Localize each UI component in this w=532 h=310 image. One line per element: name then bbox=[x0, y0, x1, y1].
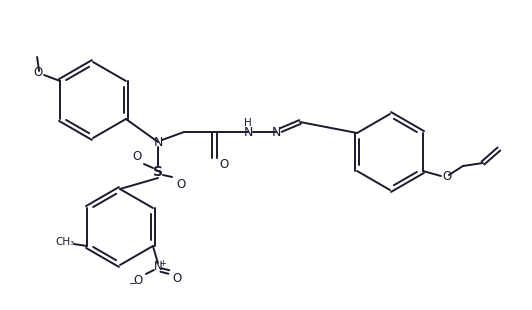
Text: N: N bbox=[154, 259, 162, 272]
Text: O: O bbox=[132, 150, 142, 163]
Text: O: O bbox=[172, 272, 181, 285]
Text: S: S bbox=[153, 165, 163, 179]
Text: N: N bbox=[243, 126, 253, 139]
Text: O: O bbox=[219, 157, 229, 170]
Text: H: H bbox=[244, 118, 252, 128]
Text: O: O bbox=[177, 179, 186, 192]
Text: CH₃: CH₃ bbox=[55, 237, 74, 247]
Text: −: − bbox=[129, 279, 137, 289]
Text: N: N bbox=[153, 135, 163, 148]
Text: O: O bbox=[34, 67, 43, 79]
Text: O: O bbox=[134, 274, 143, 287]
Text: +: + bbox=[160, 259, 167, 268]
Text: O: O bbox=[442, 170, 452, 183]
Text: N: N bbox=[271, 126, 281, 139]
